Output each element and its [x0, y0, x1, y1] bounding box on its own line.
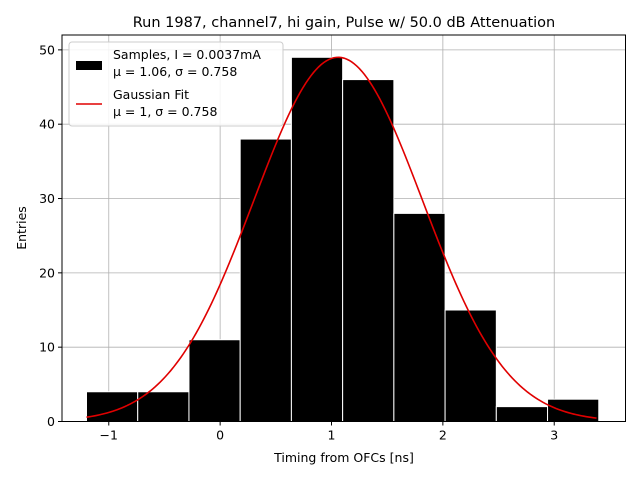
legend-samples-swatch — [76, 61, 102, 70]
x-axis-label: Timing from OFCs [ns] — [273, 450, 414, 465]
legend-fit-label: Gaussian Fit — [113, 87, 189, 102]
histogram-bars — [86, 56, 600, 423]
histogram-bar — [444, 309, 497, 422]
histogram-bar — [342, 79, 395, 422]
y-tick-label: 50 — [39, 42, 55, 57]
histogram-bar — [137, 391, 190, 422]
y-axis-ticks: 0 10 20 30 40 50 — [39, 42, 62, 429]
legend-samples-stats: μ = 1.06, σ = 0.758 — [113, 64, 237, 79]
histogram-bar — [290, 56, 344, 423]
x-tick-label: 0 — [216, 428, 224, 443]
x-tick-label: 1 — [328, 428, 336, 443]
legend-samples-label: Samples, I = 0.0037mA — [113, 47, 261, 62]
legend-fit-stats: μ = 1, σ = 0.758 — [113, 104, 217, 119]
legend-box — [68, 41, 284, 127]
histogram-bar — [188, 339, 241, 422]
legend: Samples, I = 0.0037mA μ = 1.06, σ = 0.75… — [68, 41, 284, 127]
x-tick-label: 2 — [439, 428, 447, 443]
plot-frame — [61, 34, 626, 422]
y-tick-label: 10 — [39, 340, 55, 355]
histogram-bar — [495, 406, 549, 422]
y-tick-label: 40 — [39, 117, 55, 132]
histogram-bar — [86, 391, 139, 422]
x-axis-ticks: −1 0 1 2 3 — [100, 421, 558, 443]
gaussian-fit-curve — [86, 56, 597, 419]
chart-title: Run 1987, channel7, hi gain, Pulse w/ 50… — [133, 15, 556, 31]
y-tick-label: 0 — [47, 414, 55, 429]
y-tick-label: 20 — [39, 265, 55, 280]
x-tick-label: −1 — [100, 428, 118, 443]
histogram-bar — [239, 138, 292, 423]
x-tick-label: 3 — [550, 428, 558, 443]
y-axis-label: Entries — [14, 206, 29, 250]
y-tick-label: 30 — [39, 191, 55, 206]
histogram-bar — [393, 212, 446, 422]
